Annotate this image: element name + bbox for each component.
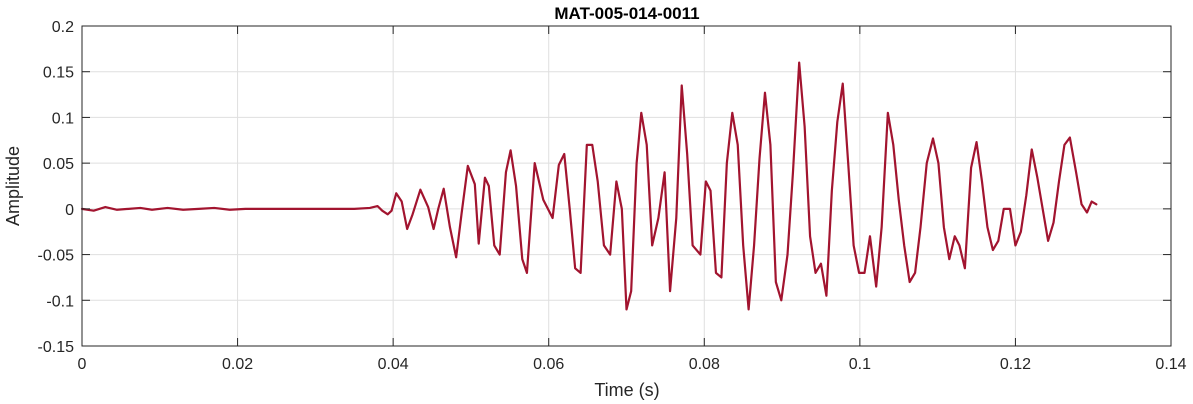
y-tick-label: 0.2: [52, 19, 74, 36]
y-axis-ticks: -0.15 -0.1 -0.05 0 0.05 0.1 0.15 0.2: [38, 19, 1171, 356]
y-axis-label: Amplitude: [3, 146, 23, 226]
x-tick-label: 0.14: [1155, 356, 1186, 373]
x-tick-label: 0.1: [849, 356, 871, 373]
x-axis-label: Time (s): [594, 380, 659, 400]
plot-frame: [81, 25, 1172, 347]
x-tick-label: 0: [78, 356, 87, 373]
y-tick-label: 0: [65, 202, 74, 219]
x-tick-label: 0.04: [378, 356, 409, 373]
y-tick-label: 0.15: [43, 65, 74, 82]
x-tick-label: 0.12: [1000, 356, 1031, 373]
y-tick-label: -0.05: [38, 248, 75, 265]
x-axis-ticks: 0 0.02 0.04 0.06 0.08 0.1 0.12 0.14: [78, 26, 1187, 373]
series-layer: [80, 61, 1098, 311]
x-tick-label: 0.06: [533, 356, 564, 373]
y-tick-label: 0.05: [43, 156, 74, 173]
x-tick-label: 0.08: [689, 356, 720, 373]
x-tick-label: 0.02: [222, 356, 253, 373]
y-tick-label: 0.1: [52, 110, 74, 127]
chart-title: MAT-005-014-0011: [554, 4, 699, 23]
y-tick-label: -0.15: [38, 339, 75, 356]
y-tick-label: -0.1: [46, 293, 74, 310]
series-line: [80, 61, 1098, 311]
